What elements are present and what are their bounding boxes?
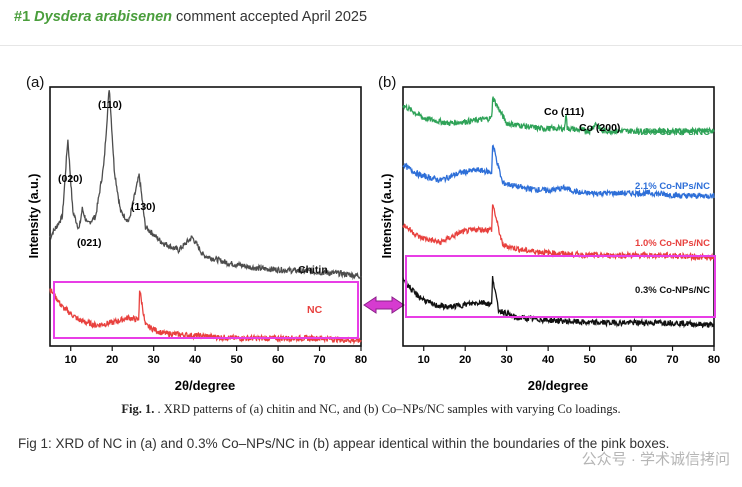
- panel-b-xlabel: 2θ/degree: [528, 378, 589, 393]
- panel-a-ylabel: Intensity (a.u.): [27, 174, 41, 259]
- divider: [0, 45, 742, 46]
- series-co-0-3: [402, 275, 715, 329]
- panel-a-label: (a): [26, 74, 44, 91]
- double-arrow-icon: [363, 296, 405, 314]
- peak-label-130: (130): [131, 201, 156, 213]
- label-nc: NC: [307, 304, 323, 316]
- x-tick-label: 40: [189, 354, 201, 366]
- highlight-box-b: [405, 255, 716, 318]
- x-tick-label: 50: [230, 354, 242, 366]
- x-tick-label: 10: [418, 354, 430, 366]
- series-co-1-0: [402, 204, 715, 262]
- panel-a-x-axis: 10 20 30 40 50 60 70 80: [65, 346, 367, 366]
- x-tick-label: 10: [65, 354, 77, 366]
- caption-label: Fig. 1.: [121, 402, 155, 416]
- x-tick-label: 70: [666, 354, 678, 366]
- label-co-4-8: 4.8% Co-NPs/NC: [635, 127, 710, 138]
- panel-b-ylabel: Intensity (a.u.): [380, 174, 394, 259]
- series-co-2-1: [402, 144, 715, 200]
- peak-label-020: (020): [58, 173, 83, 185]
- highlight-box-a: [53, 281, 359, 339]
- x-tick-label: 80: [355, 354, 367, 366]
- caption-text: . XRD patterns of (a) chitin and NC, and…: [157, 402, 621, 416]
- panel-a-xlabel: 2θ/degree: [175, 378, 236, 393]
- comment-header: #1 Dysdera arabisenen comment accepted A…: [14, 9, 367, 25]
- label-co-0-3: 0.3% Co-NPs/NC: [635, 285, 710, 296]
- peak-label-co-111: Co (111): [544, 106, 584, 118]
- x-tick-label: 70: [313, 354, 325, 366]
- x-tick-label: 40: [542, 354, 554, 366]
- peak-label-021: (021): [77, 237, 102, 249]
- label-co-1-0: 1.0% Co-NPs/NC: [635, 238, 710, 249]
- figure-caption: Fig. 1. . XRD patterns of (a) chitin and…: [0, 402, 742, 417]
- x-tick-label: 20: [106, 354, 118, 366]
- panel-b-frame: [402, 86, 715, 347]
- watermark: 公众号 · 学术诚信拷问: [581, 451, 730, 468]
- x-tick-label: 60: [272, 354, 284, 366]
- label-chitin: Chitin: [298, 264, 328, 276]
- comment-note: Fig 1: XRD of NC in (a) and 0.3% Co–NPs/…: [18, 436, 670, 451]
- x-tick-label: 60: [625, 354, 637, 366]
- x-tick-label: 80: [708, 354, 720, 366]
- x-tick-label: 30: [501, 354, 513, 366]
- series-chitin: [49, 90, 362, 281]
- peak-label-co-200: Co (200): [579, 122, 620, 134]
- comment-number: #1: [14, 9, 31, 25]
- panel-b-label: (b): [378, 74, 396, 91]
- label-co-2-1: 2.1% Co-NPs/NC: [635, 181, 710, 192]
- series-nc: [49, 288, 362, 345]
- panel-a-frame: [49, 86, 362, 347]
- x-tick-label: 30: [148, 354, 160, 366]
- x-tick-label: 20: [459, 354, 471, 366]
- series-co-4-8: [402, 96, 715, 137]
- comment-status: comment accepted April 2025: [176, 9, 368, 25]
- panel-b-x-axis: 10 20 30 40 50 60 70 80: [418, 346, 720, 366]
- x-tick-label: 50: [583, 354, 595, 366]
- xrd-figure: (a) 10 20 30 40 50 60 70 80 2θ/degree Intensity…: [26, 74, 720, 393]
- species-name: Dysdera arabisenen: [34, 9, 172, 25]
- peak-label-110: (110): [98, 99, 122, 111]
